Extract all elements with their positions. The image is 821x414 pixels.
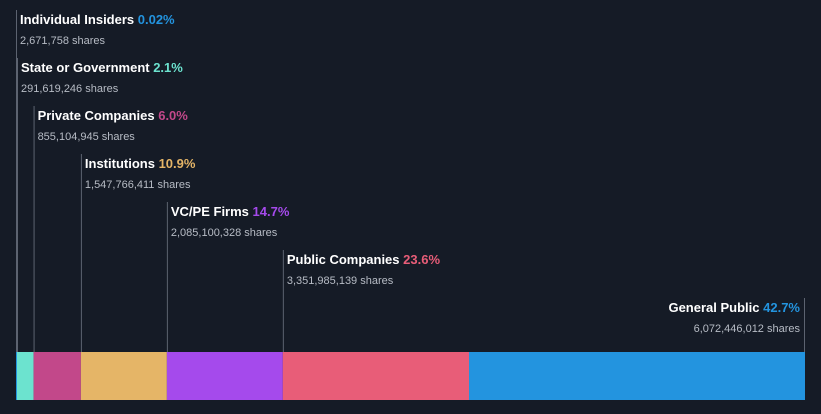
bar-segment-general-public — [469, 352, 805, 400]
segment-label-general-public: General Public 42.7% — [668, 300, 800, 315]
segment-label-individual-insiders: Individual Insiders 0.02% — [20, 12, 175, 27]
segment-shares-vc-pe-firms: 2,085,100,328 shares — [171, 227, 278, 239]
segment-name: Individual Insiders — [20, 12, 138, 27]
segment-name: General Public — [668, 300, 763, 315]
bar-segment-public-companies — [282, 352, 470, 400]
bar-segment-private-companies — [33, 352, 81, 400]
segment-percent: 0.02% — [138, 12, 175, 27]
segment-percent: 6.0% — [158, 108, 188, 123]
segment-name: VC/PE Firms — [171, 204, 253, 219]
segment-shares-private-companies: 855,104,945 shares — [38, 131, 136, 143]
segment-percent: 42.7% — [763, 300, 800, 315]
segment-label-institutions: Institutions 10.9% — [85, 156, 196, 171]
segment-shares-state-or-government: 291,619,246 shares — [21, 83, 119, 95]
segment-label-private-companies: Private Companies 6.0% — [38, 108, 189, 123]
bar-segment-vc-pe-firms — [166, 352, 283, 400]
segment-name: Public Companies — [287, 252, 403, 267]
segment-label-state-or-government: State or Government 2.1% — [21, 60, 183, 75]
segment-shares-institutions: 1,547,766,411 shares — [85, 179, 191, 191]
leader-lines — [16, 10, 805, 352]
segment-percent: 10.9% — [159, 156, 196, 171]
segment-labels: Individual Insiders 0.02% 2,671,758 share… — [20, 12, 800, 335]
segment-name: Institutions — [85, 156, 159, 171]
segment-name: Private Companies — [38, 108, 159, 123]
segment-percent: 23.6% — [403, 252, 440, 267]
segment-shares-public-companies: 3,351,985,139 shares — [287, 275, 394, 287]
segment-percent: 2.1% — [153, 60, 183, 75]
segment-shares-general-public: 6,072,446,012 shares — [694, 323, 801, 335]
segment-shares-individual-insiders: 2,671,758 shares — [20, 35, 106, 47]
ownership-bar — [16, 352, 805, 400]
bar-segment-institutions — [80, 352, 167, 400]
segment-percent: 14.7% — [253, 204, 290, 219]
segment-label-public-companies: Public Companies 23.6% — [287, 252, 441, 267]
segment-label-vc-pe-firms: VC/PE Firms 14.7% — [171, 204, 290, 219]
bar-segment-individual-insiders — [16, 352, 17, 400]
segment-name: State or Government — [21, 60, 153, 75]
bar-segment-state-or-government — [17, 352, 34, 400]
